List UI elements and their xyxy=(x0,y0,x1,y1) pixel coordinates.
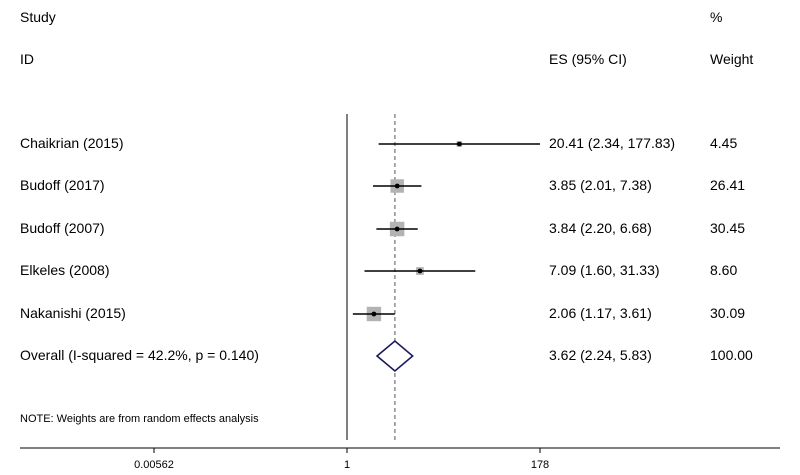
study-es-ci: 2.06 (1.17, 3.61) xyxy=(549,305,652,321)
study-label: Budoff (2007) xyxy=(20,220,105,236)
overall-diamond xyxy=(375,339,414,373)
study-label: Chaikrian (2015) xyxy=(20,135,124,151)
study-label: Elkeles (2008) xyxy=(20,262,110,278)
header-percent: % xyxy=(710,9,723,25)
overall-label: Overall (I-squared = 42.2%, p = 0.140) xyxy=(20,347,259,363)
study-es-ci: 3.85 (2.01, 7.38) xyxy=(549,177,652,193)
study-point xyxy=(456,141,462,147)
study-es-ci: 7.09 (1.60, 31.33) xyxy=(549,262,660,278)
study-point xyxy=(371,311,377,317)
study-point xyxy=(394,226,400,232)
x-tick-label: 0.00562 xyxy=(134,459,174,471)
study-weight: 30.45 xyxy=(710,220,746,236)
study-es-ci: 20.41 (2.34, 177.83) xyxy=(549,135,676,151)
study-weight: 4.45 xyxy=(710,135,738,151)
study-weight: 30.09 xyxy=(710,305,746,321)
header-weight: Weight xyxy=(710,51,754,67)
overall-weight: 100.00 xyxy=(710,347,753,363)
header-id: ID xyxy=(20,51,34,67)
header-es-ci: ES (95% CI) xyxy=(549,51,627,67)
study-weight: 26.41 xyxy=(710,177,746,193)
study-label: Nakanishi (2015) xyxy=(20,305,126,321)
header-study: Study xyxy=(20,9,56,25)
study-weight: 8.60 xyxy=(710,262,738,278)
overall-es-ci: 3.62 (2.24, 5.83) xyxy=(549,347,652,363)
study-point xyxy=(394,183,400,189)
x-tick-label: 1 xyxy=(343,459,351,471)
study-label: Budoff (2017) xyxy=(20,177,105,193)
note-text: NOTE: Weights are from random effects an… xyxy=(20,413,259,425)
study-point xyxy=(417,268,423,274)
study-es-ci: 3.84 (2.20, 6.68) xyxy=(549,220,652,236)
x-tick-label: 178 xyxy=(530,459,550,471)
